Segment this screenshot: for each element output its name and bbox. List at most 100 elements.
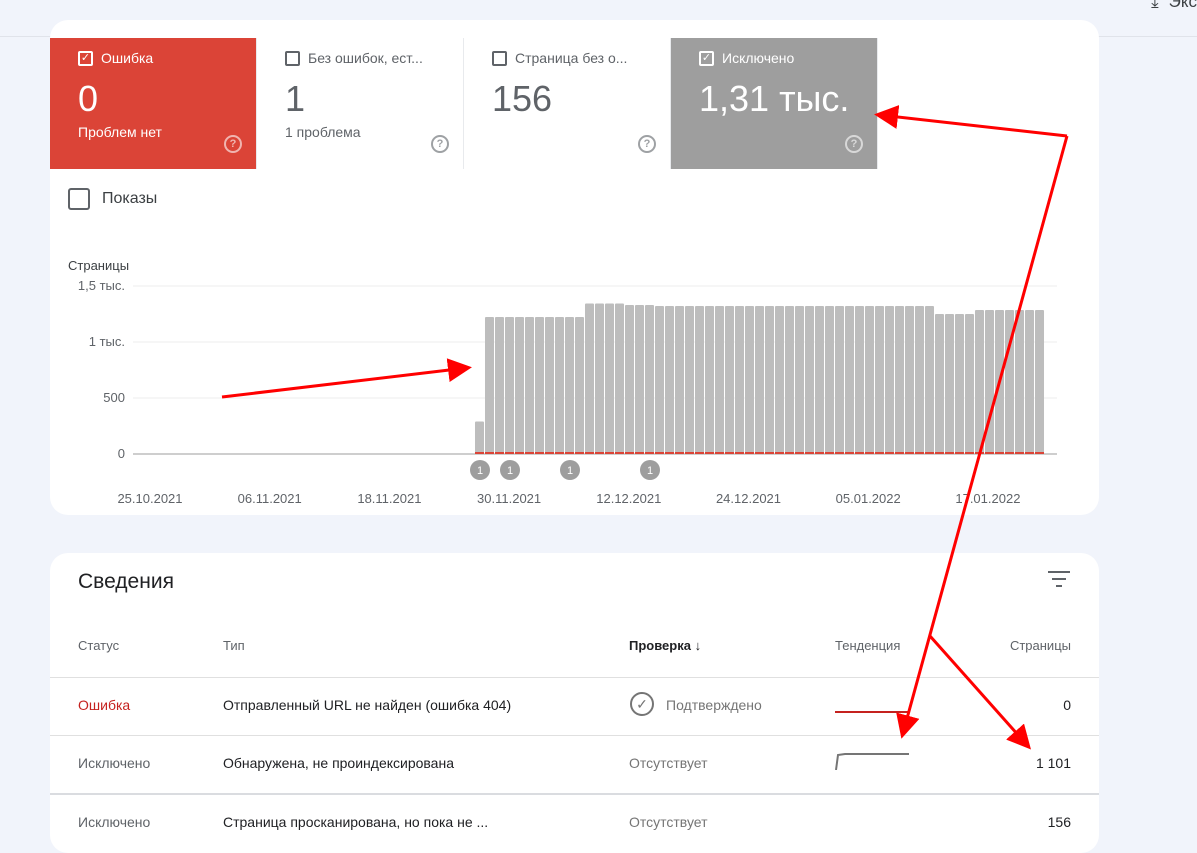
bar <box>805 306 814 454</box>
bar <box>1035 309 1044 454</box>
tile-label: Страница без о... <box>515 50 628 66</box>
error-bar <box>965 452 974 454</box>
error-bar <box>655 452 664 454</box>
bar <box>725 306 734 454</box>
error-bar <box>475 452 484 454</box>
tile-subtitle: 1 проблема <box>285 124 361 140</box>
error-bar <box>905 452 914 454</box>
y-axis-label: Страницы <box>68 258 129 273</box>
x-tick-label: 24.12.2021 <box>716 491 781 506</box>
bar <box>605 303 614 454</box>
error-bar <box>835 452 844 454</box>
tile-checkbox[interactable]: ✓ <box>699 50 714 66</box>
error-bar <box>1015 452 1024 454</box>
bar <box>925 306 934 454</box>
tile-2[interactable]: Страница без о... 156 ? <box>464 38 671 169</box>
error-bar <box>785 452 794 454</box>
column-pages[interactable]: Страницы <box>1009 638 1071 653</box>
error-bar <box>715 452 724 454</box>
bar <box>625 305 634 454</box>
bar <box>675 306 684 454</box>
error-bar <box>805 452 814 454</box>
help-icon[interactable]: ? <box>224 135 242 153</box>
bar <box>715 306 724 454</box>
error-bar <box>545 452 554 454</box>
annotation-label: 1 <box>507 465 513 477</box>
error-bar <box>935 452 944 454</box>
help-icon[interactable]: ? <box>638 135 656 153</box>
table-row[interactable]: Исключено Обнаружена, не проиндексирован… <box>50 735 1099 793</box>
bar <box>755 306 764 454</box>
error-bar <box>945 452 954 454</box>
help-icon[interactable]: ? <box>845 135 863 153</box>
details-title: Сведения <box>78 570 174 593</box>
tile-checkbox[interactable]: ✓ <box>78 50 93 66</box>
bar <box>1015 309 1024 454</box>
error-bar <box>875 452 884 454</box>
error-bar <box>1025 452 1034 454</box>
details-card: Сведения Статус Тип Проверка ↓ Тенденция… <box>50 553 1099 853</box>
error-bar <box>755 452 764 454</box>
bar <box>515 317 524 454</box>
row-pages: 156 <box>1047 814 1071 830</box>
error-bar <box>505 452 514 454</box>
error-bar <box>795 452 804 454</box>
error-bar <box>865 452 874 454</box>
bar <box>855 306 864 454</box>
bar <box>825 306 834 454</box>
tile-1[interactable]: Без ошибок, ест... 1 1 проблема ? <box>257 38 464 169</box>
bar <box>695 306 704 454</box>
filter-icon[interactable] <box>1048 571 1070 587</box>
impressions-checkbox[interactable]: Показы <box>68 188 157 210</box>
row-status: Исключено <box>78 755 151 771</box>
error-bar <box>1005 452 1014 454</box>
error-bar <box>895 452 904 454</box>
x-tick-label: 30.11.2021 <box>477 491 541 506</box>
check-circle-icon: ✓ <box>630 692 654 716</box>
error-bar <box>735 452 744 454</box>
bar <box>495 317 504 454</box>
bar <box>975 309 984 454</box>
tile-checkbox[interactable] <box>492 50 507 66</box>
error-bar <box>815 452 824 454</box>
checkbox-box[interactable] <box>68 188 90 210</box>
error-bar <box>745 452 754 454</box>
error-bar <box>615 452 624 454</box>
column-status[interactable]: Статус <box>78 638 120 653</box>
error-bar <box>885 452 894 454</box>
bar <box>575 317 584 454</box>
table-row[interactable]: Ошибка Отправленный URL не найден (ошибк… <box>50 677 1099 735</box>
tile-3[interactable]: ✓ Исключено 1,31 тыс. ? <box>671 38 878 169</box>
error-bar <box>555 452 564 454</box>
error-bar <box>625 452 634 454</box>
column-type[interactable]: Тип <box>223 638 245 653</box>
bar <box>665 306 674 454</box>
error-bar <box>515 452 524 454</box>
sort-down-icon: ↓ <box>694 638 702 653</box>
row-type: Отправленный URL не найден (ошибка 404) <box>223 697 512 713</box>
bar <box>685 306 694 454</box>
error-bar <box>675 452 684 454</box>
table-row[interactable]: Исключено Страница просканирована, но по… <box>50 793 1099 851</box>
help-icon[interactable]: ? <box>431 135 449 153</box>
error-bar <box>855 452 864 454</box>
error-bar <box>595 452 604 454</box>
bar <box>765 306 774 454</box>
bar <box>985 309 994 454</box>
coverage-card: ✓ Ошибка 0 Проблем нет ? Без ошибок, ест..… <box>50 20 1099 515</box>
column-check[interactable]: Проверка ↓ <box>629 638 702 653</box>
bar <box>485 317 494 454</box>
bar <box>955 314 964 454</box>
bar <box>655 306 664 454</box>
tile-0[interactable]: ✓ Ошибка 0 Проблем нет ? <box>50 38 257 169</box>
bar <box>735 306 744 454</box>
export-button[interactable]: ⤓ Экс <box>1151 0 1197 12</box>
tile-checkbox[interactable] <box>285 50 300 66</box>
error-bar <box>535 452 544 454</box>
coverage-chart: Страницы 1,5 тыс. 1 тыс. 500 0 1 1 1 1 25.10.2021… <box>68 258 1057 506</box>
column-trend[interactable]: Тенденция <box>835 638 901 653</box>
error-bar <box>955 452 964 454</box>
tile-value: 1 <box>285 78 306 119</box>
y-tick-label: 1 тыс. <box>89 334 125 349</box>
y-tick-label: 1,5 тыс. <box>78 278 125 293</box>
